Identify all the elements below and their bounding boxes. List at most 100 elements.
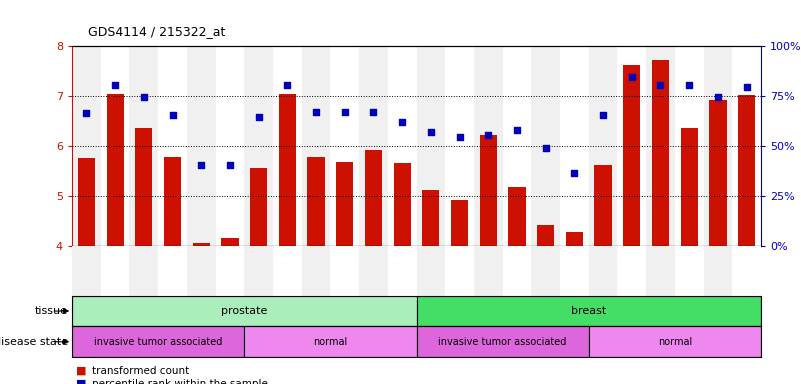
Bar xyxy=(273,46,302,246)
Bar xyxy=(732,246,761,296)
Bar xyxy=(652,60,669,246)
Bar xyxy=(509,187,525,246)
Bar xyxy=(279,94,296,246)
Bar xyxy=(537,225,554,246)
Point xyxy=(166,112,179,118)
Bar xyxy=(244,46,273,246)
Bar xyxy=(646,46,674,246)
Bar xyxy=(738,95,755,246)
Bar xyxy=(359,246,388,296)
Text: GDS4114 / 215322_at: GDS4114 / 215322_at xyxy=(88,25,226,38)
Point xyxy=(510,127,523,133)
Point xyxy=(568,170,581,177)
Bar xyxy=(393,164,411,246)
Bar xyxy=(417,46,445,246)
Point xyxy=(195,162,207,168)
Bar xyxy=(589,246,618,296)
Bar xyxy=(422,190,440,246)
Bar xyxy=(681,128,698,246)
Bar xyxy=(531,46,560,246)
Bar xyxy=(359,46,388,246)
Bar xyxy=(445,246,474,296)
Bar xyxy=(130,46,158,246)
Bar xyxy=(560,246,589,296)
Point xyxy=(80,111,93,117)
Bar xyxy=(503,246,531,296)
Bar xyxy=(732,46,761,246)
Text: transformed count: transformed count xyxy=(92,366,189,376)
Bar xyxy=(560,46,589,246)
Bar xyxy=(709,100,727,246)
Bar xyxy=(674,246,703,296)
Bar xyxy=(566,232,583,246)
Point xyxy=(711,94,724,100)
Point xyxy=(654,82,667,88)
Text: tissue: tissue xyxy=(35,306,68,316)
Point xyxy=(482,132,495,138)
Bar xyxy=(158,246,187,296)
Text: breast: breast xyxy=(571,306,606,316)
Text: percentile rank within the sample: percentile rank within the sample xyxy=(92,379,268,384)
Bar xyxy=(244,246,273,296)
Bar xyxy=(623,65,640,246)
Bar xyxy=(135,128,152,246)
Bar xyxy=(618,46,646,246)
Bar xyxy=(594,165,612,246)
Point xyxy=(597,112,610,118)
Text: ■: ■ xyxy=(76,366,87,376)
Point xyxy=(109,82,122,88)
Point xyxy=(396,119,409,125)
Bar xyxy=(72,326,244,357)
Text: disease state: disease state xyxy=(0,337,68,347)
Bar xyxy=(158,46,187,246)
Bar xyxy=(215,246,244,296)
Point xyxy=(138,94,151,100)
Bar xyxy=(78,158,95,246)
Bar xyxy=(336,162,353,246)
Bar xyxy=(72,46,101,246)
Bar xyxy=(503,46,531,246)
Text: normal: normal xyxy=(658,337,692,347)
Point xyxy=(740,84,753,90)
Bar xyxy=(101,246,130,296)
Bar xyxy=(130,246,158,296)
Bar xyxy=(417,246,445,296)
Bar xyxy=(187,46,215,246)
Bar xyxy=(215,46,244,246)
Bar xyxy=(364,150,382,246)
Bar xyxy=(164,157,181,246)
Point xyxy=(281,82,294,88)
Point xyxy=(310,109,323,115)
Bar xyxy=(703,46,732,246)
Bar xyxy=(187,246,215,296)
Bar xyxy=(330,46,359,246)
Bar xyxy=(618,246,646,296)
Point xyxy=(252,114,265,120)
Bar xyxy=(480,135,497,246)
Text: invasive tumor associated: invasive tumor associated xyxy=(438,337,567,347)
Text: normal: normal xyxy=(313,337,348,347)
Bar xyxy=(273,246,302,296)
Bar xyxy=(101,46,130,246)
Bar xyxy=(192,243,210,246)
Text: prostate: prostate xyxy=(221,306,268,316)
Bar xyxy=(250,169,268,246)
Bar xyxy=(330,246,359,296)
Point xyxy=(453,134,466,140)
Bar xyxy=(589,46,618,246)
Bar xyxy=(417,326,589,357)
Text: invasive tumor associated: invasive tumor associated xyxy=(94,337,223,347)
Bar xyxy=(388,246,417,296)
Bar xyxy=(417,296,761,326)
Bar xyxy=(531,246,560,296)
Point xyxy=(425,129,437,135)
Bar xyxy=(72,246,101,296)
Bar xyxy=(302,246,330,296)
Bar xyxy=(302,46,330,246)
Bar xyxy=(589,326,761,357)
Bar xyxy=(72,296,417,326)
Bar xyxy=(445,46,474,246)
Point xyxy=(338,109,351,115)
Point xyxy=(682,82,695,88)
Bar xyxy=(388,46,417,246)
